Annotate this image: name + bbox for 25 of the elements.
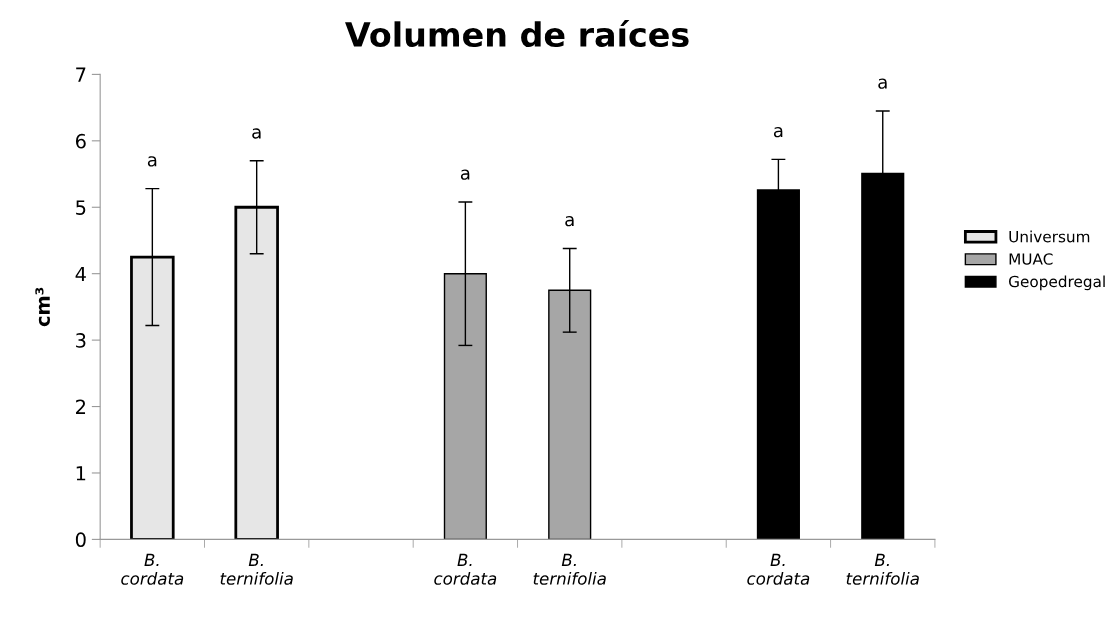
x-tick-label: B. cordata xyxy=(747,553,810,585)
annotation: a xyxy=(252,128,261,139)
x-tick-label: B. ternifolia xyxy=(846,553,919,585)
y-tick-label: 7 xyxy=(76,67,86,82)
y-tick-label: 0 xyxy=(75,532,86,548)
legend-label: Universum xyxy=(1009,230,1090,243)
x-tick-label: B. ternifolia xyxy=(533,553,606,585)
annotation: a xyxy=(147,156,157,167)
legend-label: Geopedregal xyxy=(1009,275,1105,291)
y-tick-label: 5 xyxy=(76,200,86,215)
y-tick-label: 3 xyxy=(76,333,86,348)
x-tick-label: B. cordata xyxy=(121,553,184,585)
y-tick-label: 4 xyxy=(75,266,86,282)
chart-title: Volumen de raíces xyxy=(345,19,689,48)
y-tick-label: 1 xyxy=(76,466,86,481)
y-axis-title: cm³ xyxy=(35,287,50,327)
x-tick-label: B. ternifolia xyxy=(220,553,293,585)
x-tick-label: B. cordata xyxy=(434,553,497,585)
annotation: a xyxy=(565,215,574,227)
y-tick-label: 2 xyxy=(76,399,86,414)
annotation: a xyxy=(878,78,887,89)
annotation: a xyxy=(773,126,783,138)
legend-label: MUAC xyxy=(1009,253,1053,265)
y-tick-label: 6 xyxy=(75,133,86,149)
annotation: a xyxy=(460,169,470,180)
